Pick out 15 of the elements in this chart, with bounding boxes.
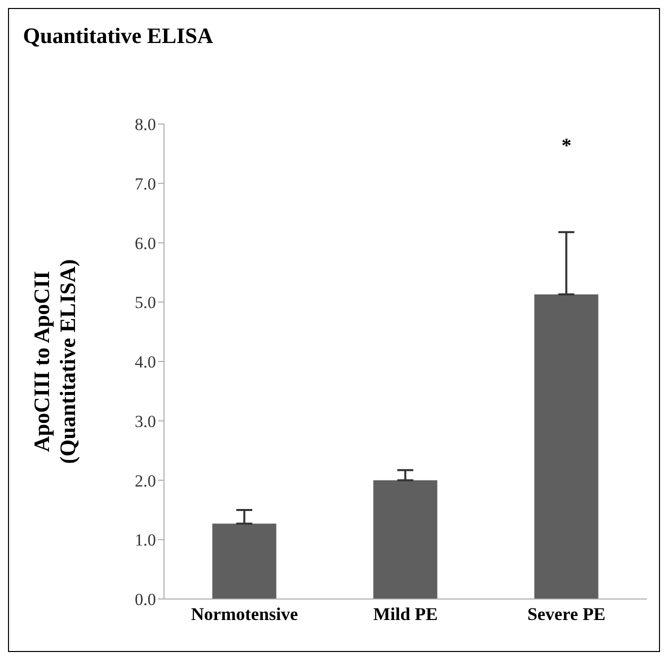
x-tick-label: Normotensive (191, 604, 298, 624)
y-tick-label: 8.0 (134, 115, 156, 134)
x-tick-label: Mild PE (373, 604, 438, 624)
y-tick-label: 7.0 (134, 174, 156, 194)
annotation: * (562, 135, 572, 158)
y-tick-label: 1.0 (134, 530, 156, 550)
y-axis-title: ApoCIII to ApoCII (Quantitative ELISA) (29, 259, 80, 464)
y-tick-label: 5.0 (134, 293, 156, 312)
y-tick-label: 4.0 (134, 352, 156, 372)
y-tick-label: 0.0 (134, 590, 156, 610)
x-tick-label: Severe PE (527, 604, 606, 624)
y-tick-label: 2.0 (134, 471, 156, 490)
y-tick-label: 6.0 (134, 234, 156, 253)
y-tick-label: 3.0 (134, 412, 156, 431)
chart-title: Quantitative ELISA (23, 23, 214, 49)
